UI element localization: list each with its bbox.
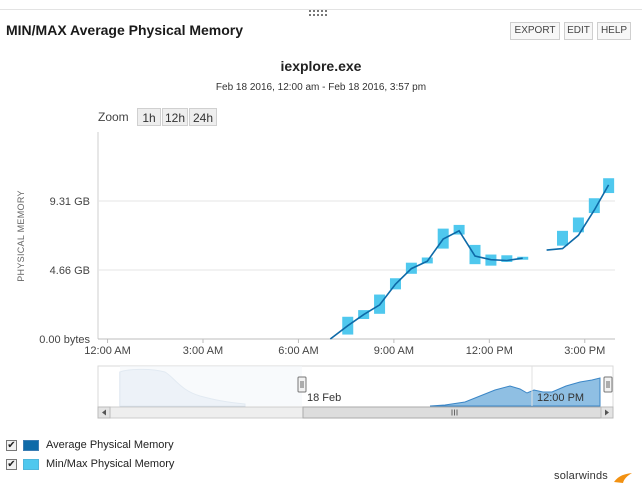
legend-item-minmax[interactable]: ✔ Min/Max Physical Memory xyxy=(6,456,174,472)
x-tick-label: 12:00 PM xyxy=(466,345,513,357)
y-tick-label: 4.66 GB xyxy=(50,265,90,277)
y-axis-title: PHYSICAL MEMORY xyxy=(16,190,26,282)
plot-frame xyxy=(97,132,615,340)
minmax-range-bar xyxy=(501,255,513,262)
legend-item-average[interactable]: ✔ Average Physical Memory xyxy=(6,437,174,453)
x-tick-label: 6:00 AM xyxy=(278,345,318,357)
export-button[interactable]: EXPORT xyxy=(510,22,560,40)
minmax-range-bar xyxy=(453,224,465,235)
zoom-12h-button[interactable]: 12h xyxy=(162,108,188,126)
zoom-label: Zoom xyxy=(98,110,129,124)
navigator-time-label: 12:00 PM xyxy=(537,392,584,404)
x-tick-label: 9:00 AM xyxy=(374,345,414,357)
navigator-right-handle[interactable] xyxy=(603,376,613,393)
chart-title: iexplore.exe xyxy=(280,58,362,74)
legend-minmax-checkbox[interactable]: ✔ xyxy=(6,458,17,470)
scrollbar-grip-icon xyxy=(451,409,458,416)
legend-minmax-label: Min/Max Physical Memory xyxy=(46,458,175,470)
average-series-line xyxy=(329,229,523,340)
average-series-line xyxy=(546,184,610,251)
navigator-mask-left xyxy=(120,366,302,406)
minmax-range-bar xyxy=(572,217,584,233)
arrow-right-icon xyxy=(605,409,609,416)
minmax-range-bar xyxy=(557,230,569,246)
y-tick-label: 0.00 bytes xyxy=(39,334,90,346)
navigator-left-handle[interactable] xyxy=(297,376,307,393)
x-tick-label: 3:00 AM xyxy=(183,345,223,357)
x-tick-label: 12:00 AM xyxy=(84,345,130,357)
scroll-right-button[interactable] xyxy=(600,406,614,419)
widget-title: MIN/MAX Average Physical Memory xyxy=(6,22,244,38)
legend-average-swatch xyxy=(23,439,39,451)
help-button[interactable]: HELP xyxy=(597,22,631,40)
widget-top-border xyxy=(0,9,642,10)
scroll-left-button[interactable] xyxy=(97,406,111,419)
navigator[interactable]: 18 Feb 12:00 PM xyxy=(97,365,614,409)
navigator-scrollbar[interactable] xyxy=(97,406,614,419)
zoom-24h-button[interactable]: 24h xyxy=(189,108,217,126)
drag-handle-icon[interactable] xyxy=(309,10,329,18)
legend-average-checkbox[interactable]: ✔ xyxy=(6,439,17,451)
minmax-range-bar xyxy=(588,198,600,214)
solarwinds-logo-text: solarwinds xyxy=(554,470,608,482)
zoom-1h-button[interactable]: 1h xyxy=(137,108,161,126)
solarwinds-logo-icon xyxy=(614,473,632,483)
edit-button[interactable]: EDIT xyxy=(564,22,593,40)
arrow-left-icon xyxy=(102,409,106,416)
navigator-date-label: 18 Feb xyxy=(307,392,341,404)
chart-subtitle: Feb 18 2016, 12:00 am - Feb 18 2016, 3:5… xyxy=(215,82,427,93)
legend-minmax-swatch xyxy=(23,458,39,470)
minmax-range-bar xyxy=(517,256,529,260)
navigator-selected-area xyxy=(429,377,601,407)
x-tick-label: 3:00 PM xyxy=(564,345,605,357)
legend-average-label: Average Physical Memory xyxy=(46,439,174,451)
y-tick-label: 9.31 GB xyxy=(50,196,90,208)
